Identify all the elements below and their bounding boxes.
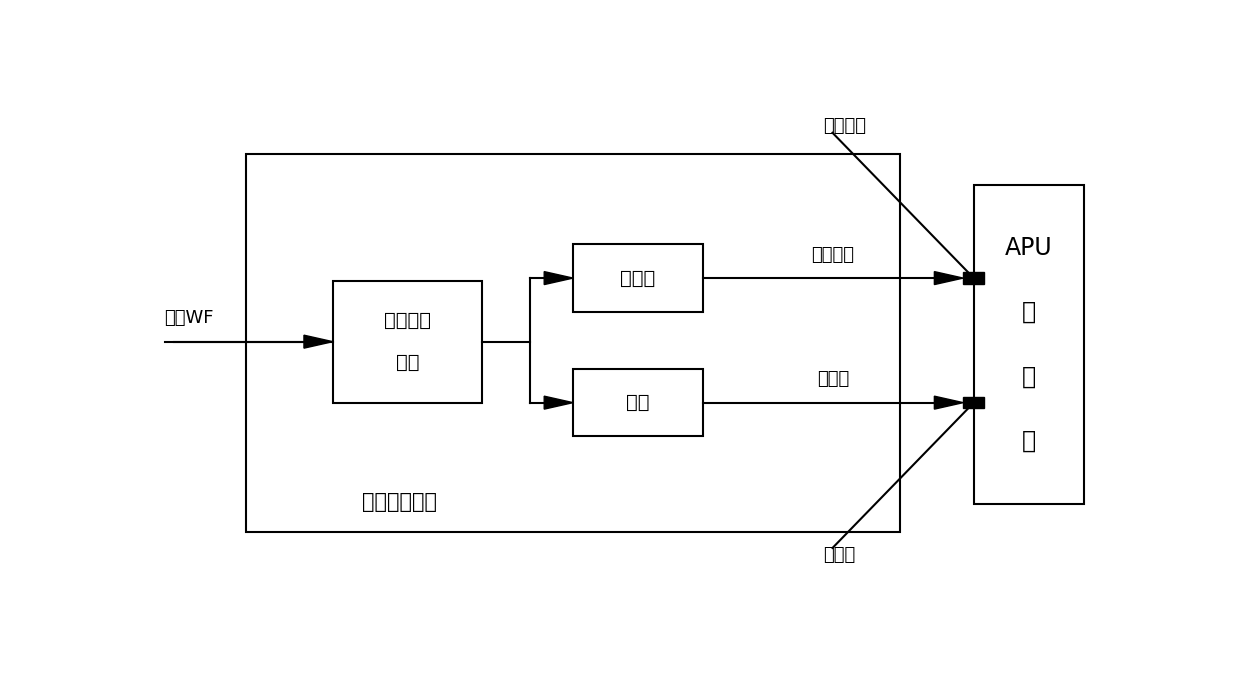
Bar	[573, 369, 703, 436]
Text: 主噴嘴: 主噴嘴	[823, 545, 856, 563]
Text: 室: 室	[1022, 428, 1037, 452]
Bar	[963, 272, 985, 284]
Text: 烧: 烧	[1022, 365, 1037, 388]
Polygon shape	[304, 335, 332, 348]
Bar	[247, 154, 900, 532]
Text: 燃油调节: 燃油调节	[383, 311, 430, 330]
Text: 起动油路: 起动油路	[811, 246, 854, 264]
Text: APU: APU	[1006, 237, 1053, 260]
Text: 起动阀: 起动阀	[620, 269, 656, 288]
Polygon shape	[935, 396, 963, 409]
Bar	[973, 185, 1084, 504]
Polygon shape	[544, 272, 573, 284]
Text: 燃: 燃	[1022, 300, 1037, 324]
Bar	[332, 280, 481, 402]
Text: 主油路: 主油路	[817, 370, 849, 388]
Text: 燃油控制系统: 燃油控制系统	[362, 491, 436, 512]
Bar	[573, 245, 703, 312]
Text: 装置: 装置	[396, 353, 419, 372]
Text: 燃油WF: 燃油WF	[165, 309, 215, 328]
Bar	[963, 397, 985, 408]
Polygon shape	[935, 272, 963, 284]
Text: 主阀: 主阀	[626, 393, 650, 412]
Text: 起动噴嘴: 起动噴嘴	[823, 117, 866, 135]
Polygon shape	[544, 396, 573, 409]
